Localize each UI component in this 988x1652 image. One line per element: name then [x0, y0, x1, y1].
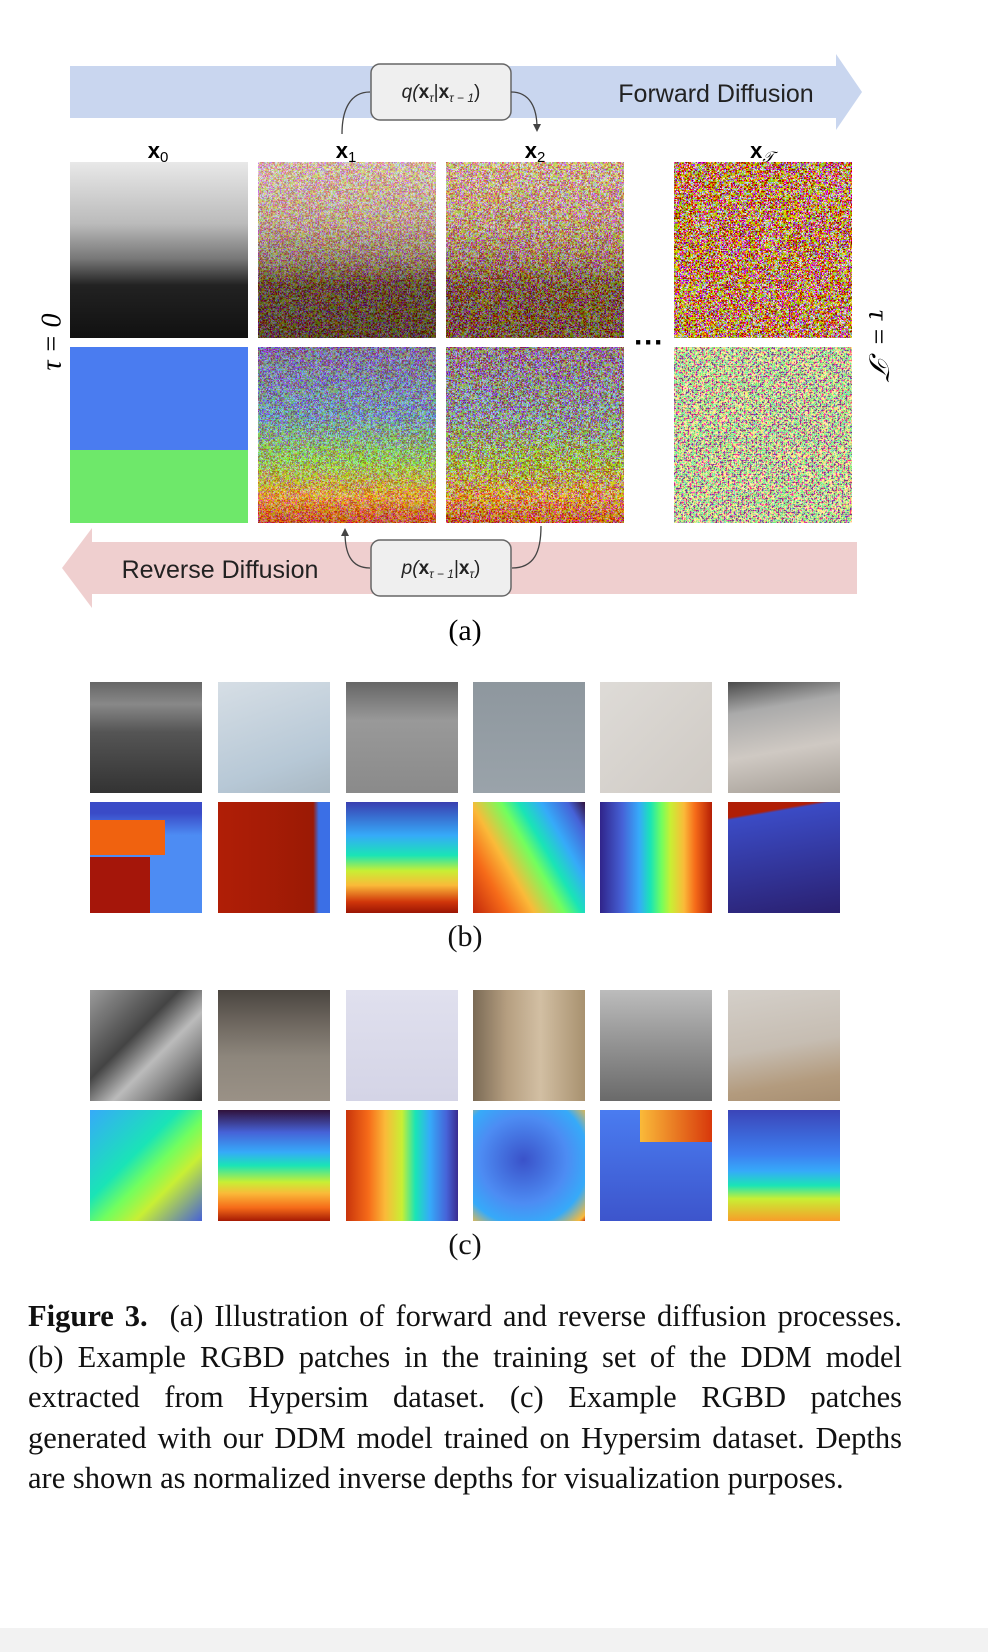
depth-patch: [90, 802, 202, 913]
op-part: τ: [429, 91, 435, 105]
noise: [446, 347, 624, 523]
reverse-label: Reverse Diffusion: [122, 556, 319, 584]
symbol: x: [336, 138, 349, 163]
rgb-patch: [600, 682, 712, 793]
column-label: x0: [148, 138, 169, 166]
noise: [258, 347, 436, 523]
rgb-patch: [728, 990, 840, 1101]
rgb-image: [70, 162, 248, 338]
op-part: τ − 1: [429, 567, 454, 581]
bottom-bar: [0, 1628, 988, 1652]
connector: [511, 525, 542, 569]
op-part: x: [439, 82, 450, 103]
connector: [341, 91, 371, 135]
caption-text: (a) Illustration of forward and reverse …: [28, 1299, 903, 1496]
column-label: x𝒯: [750, 138, 778, 166]
tau-T-label: τ = 𝒯: [863, 310, 894, 383]
reverse-op-box: [370, 539, 512, 597]
ellipsis: ···: [634, 326, 664, 359]
panel-caption: (b): [447, 920, 483, 953]
depth-patch: [728, 1110, 840, 1221]
depth-patch: [600, 802, 712, 913]
forward-label: Forward Diffusion: [618, 80, 813, 108]
rgb-patch: [90, 990, 202, 1101]
depth-patch: [346, 1110, 458, 1221]
column-label: x2: [525, 138, 546, 166]
arrowhead: [533, 124, 541, 132]
depth-patch: [600, 1110, 712, 1221]
depth-patch: [728, 802, 840, 913]
subscript: 1: [348, 149, 356, 166]
panel-a: Forward Diffusion Reverse Diffusion q(xτ…: [36, 54, 894, 647]
depth-region: [70, 450, 248, 523]
subscript: 2: [537, 149, 545, 166]
column-label: x1: [336, 138, 357, 166]
op-part: ): [474, 82, 480, 103]
noise-image: [674, 347, 852, 523]
op-part: q(: [402, 82, 421, 103]
rgb-patch: [600, 990, 712, 1101]
depth-patch: [473, 802, 585, 913]
noise-image: [674, 162, 852, 338]
rgb-patch: [218, 990, 330, 1101]
symbol: x: [525, 138, 538, 163]
connector: [344, 531, 371, 569]
rgb-patch: [728, 682, 840, 793]
rgb-patch: [473, 990, 585, 1101]
rgb-patch: [218, 682, 330, 793]
op-part: x: [419, 558, 430, 579]
noise: [446, 162, 624, 338]
depth-patch: [218, 802, 330, 913]
op-part: x: [419, 82, 430, 103]
op-part: τ: [470, 567, 476, 581]
depth-patch: [473, 1110, 585, 1221]
figure-caption: Figure 3. (a) Illustration of forward an…: [28, 1296, 902, 1499]
depth-patch: [90, 1110, 202, 1221]
op-part: x: [459, 558, 470, 579]
rgb-patch: [90, 682, 202, 793]
op-part: |: [454, 558, 459, 579]
op-part: |: [434, 82, 439, 103]
connector: [510, 91, 538, 129]
op-part: p(: [401, 558, 421, 579]
depth-region: [90, 857, 150, 913]
rgb-patch: [346, 682, 458, 793]
rgb-patch: [473, 682, 585, 793]
reverse-op: p(xτ − 1|xτ): [401, 558, 481, 581]
symbol: x: [148, 138, 161, 163]
noise: [258, 162, 436, 338]
depth-region: [640, 1110, 712, 1142]
panel-caption: (c): [448, 1228, 482, 1261]
tau-zero-label: τ = 0: [36, 314, 67, 371]
op-part: ): [474, 558, 480, 579]
op-part: τ − 1: [449, 91, 474, 105]
caption-label: Figure 3.: [28, 1299, 148, 1333]
arrowhead: [341, 528, 349, 536]
depth-region: [90, 820, 165, 855]
subscript: 0: [160, 149, 168, 166]
forward-op: q(xτ|xτ − 1): [402, 82, 481, 105]
rgb-patch: [346, 990, 458, 1101]
depth-patch: [218, 1110, 330, 1221]
panel-caption: (a): [448, 614, 481, 647]
symbol: x: [750, 138, 763, 163]
depth-patch: [346, 802, 458, 913]
